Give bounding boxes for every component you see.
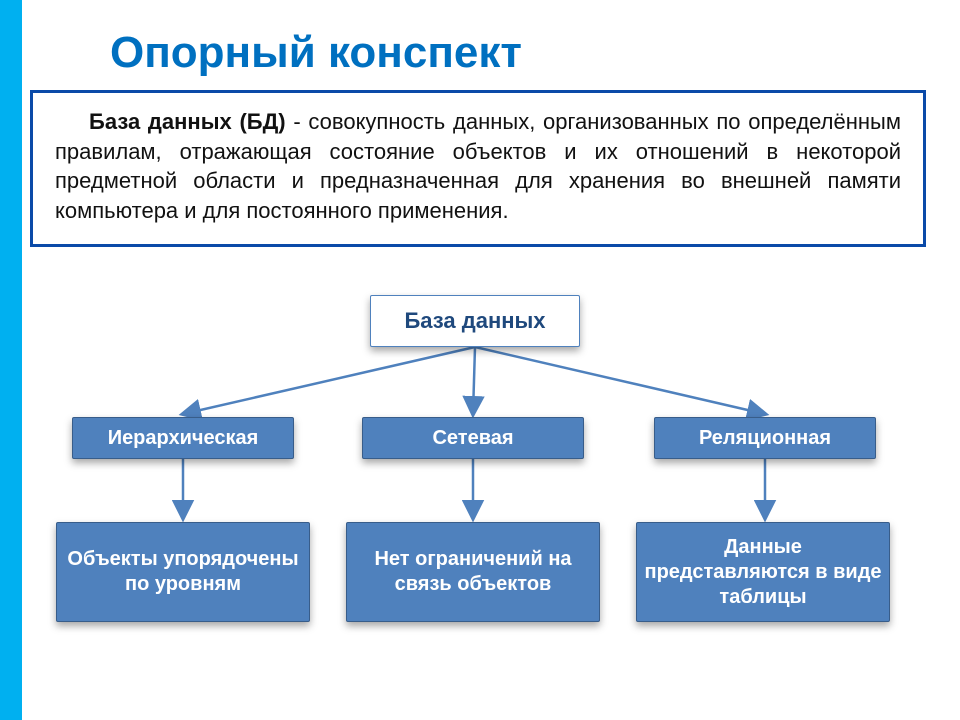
category-hierarchical: Иерархическая: [72, 417, 294, 459]
definition-box: База данных (БД) - совокупность данных, …: [30, 90, 926, 247]
description-network: Нет ограничений на связь объектов: [346, 522, 600, 622]
description-hierarchical: Объекты упорядочены по уровням: [56, 522, 310, 622]
category-relational: Реляционная: [654, 417, 876, 459]
definition-text: База данных (БД) - совокупность данных, …: [55, 107, 901, 226]
accent-stripe: [0, 0, 22, 720]
root-node: База данных: [370, 295, 580, 347]
page-title: Опорный конспект: [110, 28, 522, 78]
definition-term: База данных (БД): [89, 109, 286, 134]
description-relational: Данные представляются в виде таблицы: [636, 522, 890, 622]
category-network: Сетевая: [362, 417, 584, 459]
